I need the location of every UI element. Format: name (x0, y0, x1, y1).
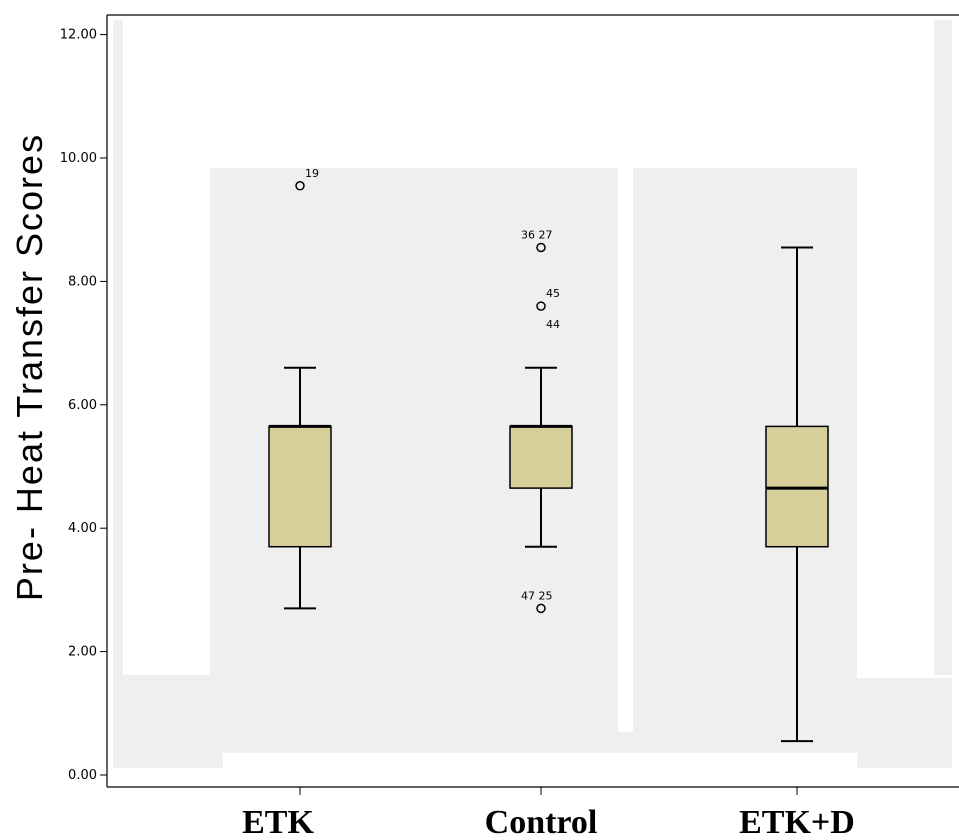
outlier-point (536, 242, 546, 253)
y-axis-ticks: 0.00 2.00 4.00 6.00 8.00 10.00 12.00 (60, 28, 107, 783)
outlier-point (536, 301, 546, 311)
box-control: 36 27 45 44 47 25 (509, 228, 573, 614)
outlier-label: 47 25 (521, 589, 553, 602)
y-tick-label: 10.00 (60, 151, 97, 166)
box-etk-d (765, 246, 829, 743)
y-tick-label: 12.00 (60, 28, 97, 43)
box-series: 19 36 27 45 44 47 25 (268, 167, 829, 743)
box-iqr (509, 425, 573, 489)
box-iqr (765, 425, 829, 548)
outlier-point (536, 603, 546, 614)
x-category-label: ETK (242, 804, 314, 840)
y-tick-label: 6.00 (68, 398, 97, 413)
outlier-label: 19 (305, 167, 319, 180)
x-category-label: ETK+D (739, 804, 855, 840)
x-axis-ticks: ETK Control ETK+D (242, 787, 855, 840)
y-axis-label: Pre- Heat Transfer Scores (9, 133, 50, 601)
y-tick-label: 8.00 (68, 274, 97, 289)
x-category-label: Control (485, 804, 598, 840)
box-etk: 19 (268, 167, 332, 610)
outlier-label: 44 (546, 318, 560, 331)
y-tick-label: 4.00 (68, 521, 97, 536)
outlier-label: 45 (546, 287, 560, 300)
y-tick-label: 0.00 (68, 768, 97, 783)
y-tick-label: 2.00 (68, 645, 97, 660)
outlier-point (295, 181, 305, 191)
plot-background (107, 18, 952, 788)
outlier-label: 36 27 (521, 228, 553, 241)
box-iqr (268, 425, 332, 548)
